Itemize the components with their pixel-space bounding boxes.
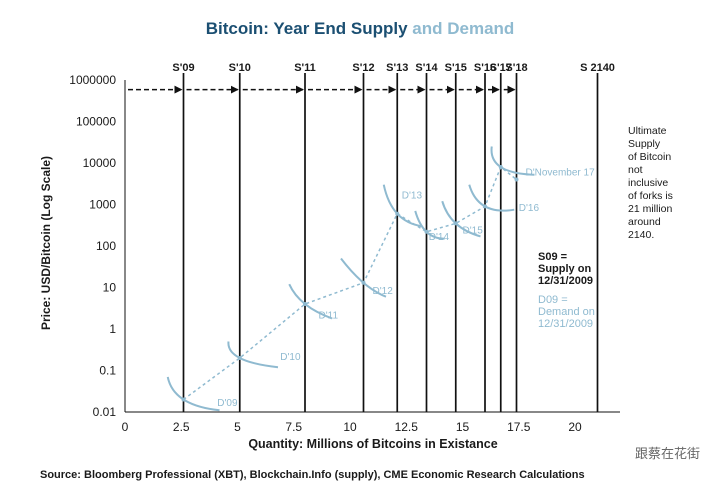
demand-label-d-november-17: D'November 17 <box>526 167 596 178</box>
demand-label-d-16: D'16 <box>519 203 540 214</box>
axes: 0 2.5 5 7.5 10 12.5 15 17.5 20 0.01 0.1 1 10 100 1000 1… <box>69 73 620 434</box>
note-line-3: of Bitcoin <box>628 151 671 163</box>
equilibrium-point-2 <box>237 356 242 361</box>
supply-lines: S'09 S'10 S'11 S'12 S'13 S'14 S'15 S'16S'17S'18… <box>128 62 615 412</box>
legend-supply-line-2: Supply on <box>538 263 591 275</box>
supply-label-s-17: S'17 <box>490 62 512 74</box>
x-tick-label-0: 0 <box>122 420 129 434</box>
supply-label-s-12: S'12 <box>352 62 374 74</box>
y-tick-label-10000: 10000 <box>83 156 117 170</box>
y-tick-label-1000: 1000 <box>89 198 116 212</box>
supply-label-s-2140: S 2140 <box>580 62 615 74</box>
demand-curve-d-16 <box>468 184 515 212</box>
watermark: 跟蔡在花街 <box>635 446 700 461</box>
demand-label-d-11: D'11 <box>319 310 339 321</box>
note-line-8: around <box>628 216 661 228</box>
chart-title: Bitcoin: Year End Supply and Demand <box>206 19 515 38</box>
note-line-6: of forks is <box>628 190 673 202</box>
equilibrium-path-line <box>183 165 517 401</box>
supply-label-s-16: S'16 <box>474 62 496 74</box>
y-tick-label-10: 10 <box>103 281 117 295</box>
equilibrium-point-6 <box>424 229 429 234</box>
demand-curves: D'09 D'10 D'11 D'12 D'13 D'14 D'15 D'16 D'Novemb… <box>166 146 596 412</box>
demand-label-d-14: D'14 <box>429 232 450 243</box>
supply-label-s-14: S'14 <box>415 62 438 74</box>
legend-demand-line-1: D09 = <box>538 294 568 306</box>
supply-label-s-10: S'10 <box>229 62 251 74</box>
note-line-7: 21 million <box>628 203 673 215</box>
legend-demand-line-3: 12/31/2009 <box>538 318 593 330</box>
supply-label-s-18: S'18 <box>505 62 527 74</box>
equilibrium-point-5 <box>395 211 400 216</box>
note-line-4: not <box>628 164 643 176</box>
supply-label-s-09: S'09 <box>172 62 194 74</box>
equilibrium-point-10 <box>514 177 519 182</box>
x-tick-label-10: 10 <box>343 420 357 434</box>
x-tick-label-20: 20 <box>568 420 582 434</box>
demand-label-d-13: D'13 <box>402 190 423 201</box>
demand-label-d-10: D'10 <box>280 352 301 363</box>
note-line-5: inclusive <box>628 177 668 189</box>
equilibrium-point-7 <box>453 221 458 226</box>
x-axis-label: Quantity: Millions of Bitcoins in Exista… <box>248 437 497 451</box>
x-tick-label-7-5: 7.5 <box>285 420 302 434</box>
chart-title-main: Bitcoin: Year End Supply <box>206 19 408 38</box>
demand-curve-d-10 <box>227 341 279 369</box>
legend-supply-line-3: 12/31/2009 <box>538 275 593 287</box>
source-text: Source: Bloomberg Professional (XBT), Bl… <box>40 469 585 481</box>
demand-label-d-09: D'09 <box>217 398 238 409</box>
y-tick-label-1: 1 <box>109 322 116 336</box>
supply-label-s-11: S'11 <box>294 62 316 74</box>
demand-label-d-15: D'15 <box>463 226 484 237</box>
equilibrium-point-9 <box>498 165 503 170</box>
y-tick-label-100: 100 <box>96 239 116 253</box>
legend-demand-line-2: Demand on <box>538 306 595 318</box>
equilibrium-path <box>181 165 519 402</box>
note-line-9: 2140. <box>628 229 654 241</box>
supply-label-s-15: S'15 <box>445 62 467 74</box>
equilibrium-point-8 <box>483 204 487 209</box>
y-tick-label-1000000: 1000000 <box>69 73 116 87</box>
y-axis-label: Price: USD/Bitcoin (Log Scale) <box>39 156 53 330</box>
demand-label-d-12: D'12 <box>373 286 394 297</box>
y-tick-label-0-1: 0.1 <box>99 364 116 378</box>
supply-label-s-13: S'13 <box>386 62 408 74</box>
legend-supply-line-1: S09 = <box>538 251 567 263</box>
equilibrium-point-1 <box>181 397 186 402</box>
note-line-1: Ultimate <box>628 125 667 137</box>
equilibrium-point-4 <box>361 280 366 285</box>
x-tick-label-17-5: 17.5 <box>507 420 531 434</box>
x-tick-label-12-5: 12.5 <box>395 420 419 434</box>
x-tick-label-5: 5 <box>234 420 241 434</box>
x-tick-label-15: 15 <box>456 420 470 434</box>
y-tick-label-0-01: 0.01 <box>93 405 117 419</box>
equilibrium-point-3 <box>303 302 307 307</box>
note-line-2: Supply <box>628 138 661 150</box>
y-tick-label-100000: 100000 <box>76 115 116 129</box>
chart-title-accent: and Demand <box>408 19 515 38</box>
x-tick-label-2-5: 2.5 <box>173 420 190 434</box>
demand-curve-d-09 <box>166 376 220 412</box>
